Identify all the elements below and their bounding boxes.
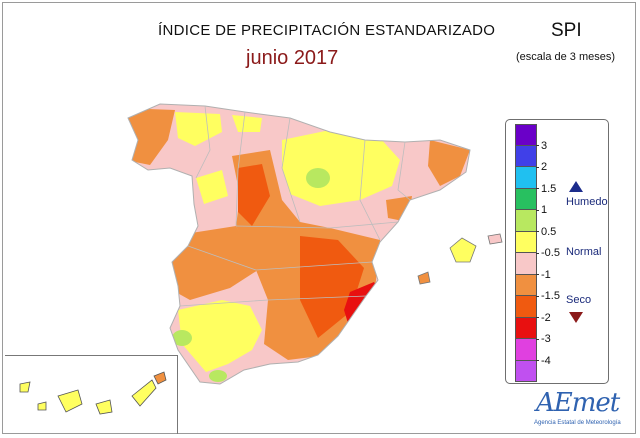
- legend-tick-label: 1.5: [536, 183, 556, 195]
- el-hierro: [37, 401, 47, 411]
- legend-tick-label: 1: [536, 204, 547, 216]
- legend-swatches: [515, 124, 537, 382]
- lanzarote: [153, 371, 167, 385]
- legend-swatch: [515, 124, 537, 146]
- map-period: junio 2017: [246, 47, 339, 69]
- spi-zone-west-wet: [196, 170, 228, 204]
- legend-tick-label: 2: [536, 161, 547, 173]
- legend-wet-label: Humedo: [566, 196, 608, 208]
- legend-swatch: [515, 253, 537, 275]
- ibiza: [417, 271, 431, 285]
- legend-swatch: [515, 274, 537, 296]
- legend-swatch: [515, 296, 537, 318]
- legend-swatch: [515, 339, 537, 361]
- wet-arrow-icon: [569, 181, 583, 192]
- gran-canaria: [95, 399, 113, 415]
- province-borders: [179, 105, 411, 307]
- menorca: [487, 233, 503, 245]
- legend: 3 2 1.5 1 0.5 -0.5 -1 -1.5 -2 -3 -4: [505, 119, 609, 384]
- map-frame: [2, 2, 636, 434]
- spi-zone-central-core: [238, 164, 270, 226]
- legend-tick-label: -3: [536, 333, 551, 345]
- legend-tick-label: 3: [536, 140, 547, 152]
- legend-tick-label: -0.5: [536, 247, 560, 259]
- fuerteventura: [131, 379, 157, 407]
- balearic-islands: [417, 233, 503, 285]
- index-name: SPI: [551, 20, 582, 41]
- canary-inset-box: [5, 355, 178, 434]
- dry-arrow-icon: [569, 312, 583, 323]
- spi-zone-cantabria-wet: [232, 115, 262, 132]
- legend-tick-label: -1.5: [536, 290, 560, 302]
- spi-zone-huelva-green: [172, 330, 192, 346]
- peninsula-outline: [127, 103, 471, 385]
- legend-tick-label: -1: [536, 269, 551, 281]
- spi-zone-cadiz-green: [209, 370, 227, 382]
- scale-note: (escala de 3 meses): [516, 51, 616, 63]
- legend-tick-label: 0.5: [536, 226, 556, 238]
- legend-normal-label: Normal: [566, 246, 602, 258]
- legend-tick-label: -2: [536, 312, 551, 324]
- legend-swatch: [515, 188, 537, 210]
- spi-field: [128, 104, 470, 384]
- legend-dry-label: Seco: [566, 294, 592, 306]
- legend-swatch: [515, 210, 537, 232]
- spi-zone-east-dry: [386, 196, 412, 222]
- aemet-logo-subtitle: Agencia Estatal de Meteorología: [534, 420, 621, 426]
- legend-swatch: [515, 360, 537, 382]
- spi-zone-southwest-wet: [178, 300, 262, 372]
- spi-zone-ne-dry: [428, 140, 470, 186]
- spi-zone-north-wet: [175, 112, 222, 146]
- aemet-logo-word: AEmet: [536, 388, 620, 418]
- aemet-logo: AEmet Agencia Estatal de Meteorología: [528, 388, 628, 432]
- spi-zone-plateau-wet: [282, 130, 400, 206]
- legend-swatch: [515, 145, 537, 167]
- spi-zone-plateau-green: [306, 168, 330, 188]
- canary-islands: [19, 371, 167, 415]
- map-title: ÍNDICE DE PRECIPITACIÓN ESTANDARIZADO: [158, 22, 496, 39]
- spi-zone-west-dry: [172, 226, 258, 300]
- la-palma: [19, 381, 31, 393]
- tenerife: [57, 389, 83, 413]
- mallorca: [449, 237, 477, 263]
- legend-swatch: [515, 167, 537, 189]
- legend-swatch: [515, 231, 537, 253]
- legend-swatch: [515, 317, 537, 339]
- legend-tick-label: -4: [536, 355, 551, 367]
